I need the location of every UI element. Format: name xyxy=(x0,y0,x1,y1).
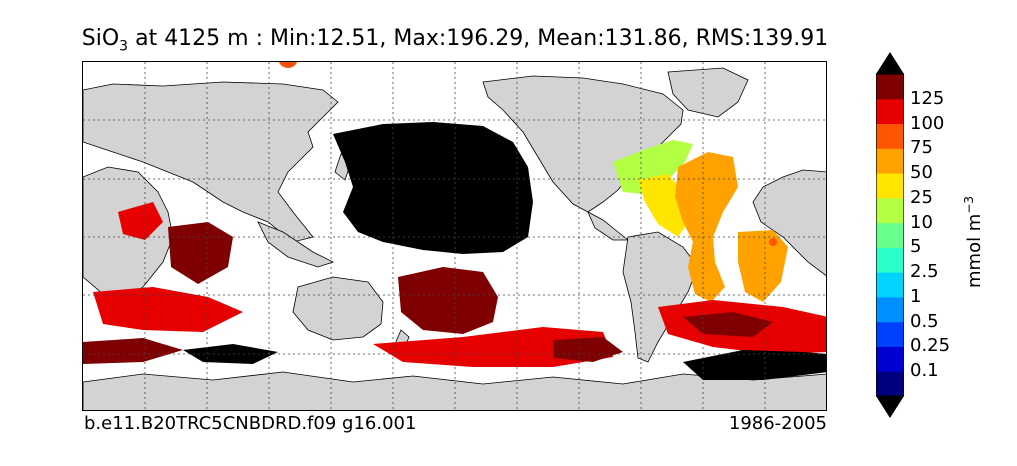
field-antarctic-maroon xyxy=(83,338,183,364)
colorbar-tick-label: 100 xyxy=(910,112,945,134)
title-stats: at 4125 m : Min:12.51, Max:196.29, Mean:… xyxy=(128,26,829,51)
unit-text: mmol m xyxy=(964,213,985,288)
land-antarctica xyxy=(83,371,826,410)
ocean-map xyxy=(82,61,827,411)
unit-exponent: −3 xyxy=(962,195,976,214)
colorbar-tick-label: 25 xyxy=(910,186,933,208)
land-se-asia xyxy=(257,221,335,268)
title-species: SiO xyxy=(81,26,120,51)
case-name: b.e11.B20TRC5CNBDRD.f09 g16.001 xyxy=(84,413,417,434)
land-south-america xyxy=(622,231,699,363)
field-atlantic-50b xyxy=(738,230,788,302)
field-south-atlantic-125 xyxy=(683,312,773,337)
colorbar-segment xyxy=(876,98,904,125)
land-central-america xyxy=(587,211,630,241)
field-north-pacific xyxy=(333,122,533,254)
colorbar-segment xyxy=(876,296,904,323)
field-indian-125 xyxy=(168,222,233,284)
colorbar-segment xyxy=(876,173,904,199)
colorbar-tick-label: 2.5 xyxy=(910,261,939,283)
field-north-atlantic-10 xyxy=(613,140,693,194)
colorbar-segment xyxy=(876,222,904,248)
map-canvas xyxy=(83,62,826,410)
colorbar-segment xyxy=(876,247,904,273)
land-eurasia xyxy=(83,81,339,243)
colorbar-tick-label: 75 xyxy=(910,137,933,159)
colorbar-tick-label: 1 xyxy=(910,285,922,307)
land-greenland xyxy=(667,67,749,118)
colorbar-segments xyxy=(876,74,904,397)
colorbar-segment xyxy=(876,123,904,149)
colorbar-tick-label: 10 xyxy=(910,211,933,233)
land-africa-east xyxy=(752,169,826,276)
colorbar-segment xyxy=(876,272,904,298)
colorbar-segment xyxy=(876,74,904,100)
land-australia xyxy=(292,276,384,341)
field-spot-top xyxy=(278,62,298,68)
land-layer xyxy=(83,67,826,410)
colorbar-tick-label: 5 xyxy=(910,236,922,258)
colorbar-segment xyxy=(876,371,904,397)
colorbar-tick-label: 0.25 xyxy=(910,335,951,357)
colorbar-tick-label: 0.1 xyxy=(910,360,939,382)
year-range: 1986-2005 xyxy=(728,413,827,434)
colorbar-segment xyxy=(876,346,904,372)
field-atlantic-50 xyxy=(675,152,738,302)
colorbar-tick-label: 0.5 xyxy=(910,310,939,332)
data-layer xyxy=(83,62,826,380)
colorbar-over-triangle xyxy=(876,52,904,74)
field-southern-125 xyxy=(553,337,623,362)
colorbar xyxy=(876,52,904,418)
map-title: SiO3 at 4125 m : Min:12.51, Max:196.29, … xyxy=(0,26,910,54)
field-antarctic-east xyxy=(683,350,826,380)
colorbar-tick-label: 50 xyxy=(910,162,933,184)
colorbar-under-triangle xyxy=(876,396,904,418)
field-atlantic-25 xyxy=(638,174,688,237)
colorbar-outline xyxy=(876,73,904,397)
field-indian-100 xyxy=(118,202,163,240)
graticule xyxy=(83,62,826,410)
colorbar-unit: mmol m−3 xyxy=(962,196,985,288)
field-indian-100b xyxy=(93,287,243,332)
title-subscript: 3 xyxy=(119,38,129,55)
field-spot xyxy=(769,238,777,246)
colorbar-tick-label: 125 xyxy=(910,87,945,109)
colorbar-segment xyxy=(876,197,904,224)
colorbar-segment xyxy=(876,148,904,174)
field-south-pacific-125 xyxy=(398,267,498,334)
colorbar-segment xyxy=(876,321,904,347)
